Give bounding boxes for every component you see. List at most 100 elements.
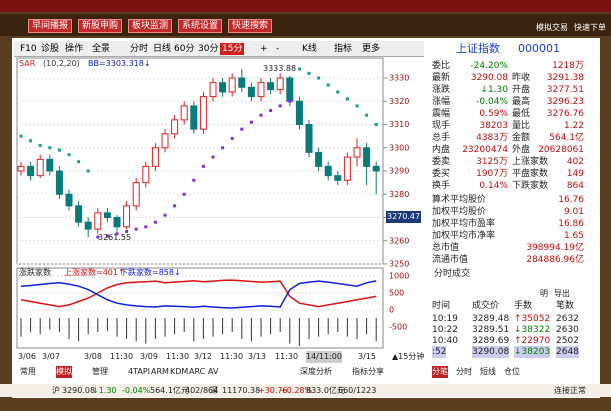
quote-label: 开盘 <box>512 85 531 95</box>
candle-body <box>161 133 169 149</box>
sar-dot <box>355 104 359 108</box>
candle-body <box>75 205 83 223</box>
menu-button[interactable]: 模拟交易 <box>536 23 568 32</box>
quote-label: 委卖 <box>432 157 451 167</box>
stat-value: 1.65 <box>563 231 584 241</box>
tab[interactable]: 短线 <box>480 367 496 376</box>
tab[interactable]: ARC <box>189 367 206 376</box>
x-tick-label: 3/06 <box>18 352 36 361</box>
toolbar-button[interactable]: 分时 <box>130 44 149 54</box>
tab[interactable]: 仓位 <box>504 367 520 376</box>
quote-label: 内盘 <box>432 145 451 155</box>
indicator-label: SAR <box>19 59 36 68</box>
sar-dot <box>96 235 100 239</box>
tab[interactable]: 4TAPI <box>128 367 151 376</box>
last-price-box: 3270.47 <box>386 211 422 223</box>
trades-action[interactable]: 明 <box>540 289 548 298</box>
quote-label: 最高 <box>512 97 531 107</box>
tab[interactable]: 模拟 <box>56 366 72 378</box>
candle-body <box>247 86 255 98</box>
toolbar-button[interactable]: 15分 <box>220 43 245 55</box>
table-cell: 3289.51 <box>472 325 510 335</box>
tab[interactable]: KDM <box>170 367 189 376</box>
y-tick-label: -500 <box>389 323 407 332</box>
tab[interactable]: 分笔 <box>432 366 448 378</box>
quote-value: 4383万 <box>476 133 508 143</box>
tab[interactable]: AV <box>208 367 219 376</box>
legend-entry: 上涨家数=401↑ <box>64 268 125 277</box>
x-tick-label: 11:30 <box>166 352 190 361</box>
tab[interactable]: 指标分享 <box>352 367 384 376</box>
x-tick-label: 3/12 <box>194 352 212 361</box>
quote-label: 昨收 <box>512 73 531 83</box>
y-tick-label: 500 <box>389 289 404 298</box>
menu-button[interactable]: 快速搜索 <box>228 19 273 33</box>
status-item: 3290.08 <box>62 386 96 395</box>
chart-toolbar <box>14 41 424 57</box>
quote-label: 涨跌 <box>432 85 451 95</box>
toolbar-button[interactable]: F10 <box>20 44 37 54</box>
menu-button[interactable]: 早间播报 <box>28 19 73 33</box>
quote-value: 3296.23 <box>546 97 584 107</box>
menu-button[interactable]: 快速下单 <box>574 23 606 32</box>
candle-body <box>132 182 140 207</box>
sar-dot <box>336 90 340 94</box>
quote-value: 1.22 <box>563 121 584 131</box>
quote-label: 现手 <box>432 121 451 131</box>
table-cell: ↓38203 <box>514 346 551 358</box>
toolbar-button[interactable]: 诊股 <box>41 44 60 54</box>
candle-body <box>295 100 303 125</box>
toolbar-button[interactable]: 日线 <box>153 44 172 54</box>
tab[interactable]: 深度分析 <box>300 367 332 376</box>
candle-body <box>257 82 265 98</box>
quote-label: 上涨家数 <box>512 157 549 167</box>
trades-action[interactable]: 导出 <box>554 289 570 298</box>
candle-body <box>363 147 371 167</box>
toolbar-button[interactable]: - <box>276 44 280 54</box>
toolbar-button[interactable]: 操作 <box>65 44 84 54</box>
null <box>0 384 611 397</box>
tab[interactable]: 分时 <box>456 367 472 376</box>
toolbar-button[interactable]: 指标 <box>334 44 353 54</box>
legend-entry: 下跌家数=858↓ <box>120 268 181 277</box>
toolbar-button[interactable]: 全景 <box>92 44 111 54</box>
stat-label: 加权平均市净率 <box>432 231 496 241</box>
menu-button[interactable]: 板块监测 <box>128 19 173 33</box>
quote-label: 最低 <box>512 109 531 119</box>
tab[interactable]: ARM <box>151 367 169 376</box>
quote-value: 0.14% <box>479 181 508 191</box>
sar-dot <box>201 164 205 168</box>
toolbar-button[interactable]: K线 <box>302 44 317 54</box>
quote-title: 上证指数 <box>456 42 500 55</box>
toolbar-button[interactable]: 60分 <box>174 44 195 54</box>
candle-body <box>142 165 150 184</box>
toolbar-button[interactable]: 30分 <box>198 44 219 54</box>
toolbar-button[interactable]: + <box>260 44 268 54</box>
sar-dot <box>317 76 321 80</box>
sar-dot <box>29 139 33 143</box>
tab[interactable]: 常用 <box>20 367 36 376</box>
tab[interactable]: 管理 <box>92 367 108 376</box>
toolbar-button[interactable]: 更多 <box>362 44 381 54</box>
table-cell: 10:22 <box>432 325 458 335</box>
quote-value: 3276.76 <box>546 109 584 119</box>
table-cell: ↓38322 <box>514 325 551 335</box>
quote-label: 下跌家数 <box>512 181 549 191</box>
quote-value: 23200474 <box>462 145 508 155</box>
candle-body <box>103 212 111 219</box>
table-cell: 3290.08 <box>472 346 510 358</box>
candle-body <box>171 119 179 135</box>
quote-value: 20628061 <box>538 145 584 155</box>
sar-dot <box>38 143 42 147</box>
sar-dot <box>57 148 61 152</box>
sar-dot <box>173 204 177 208</box>
sar-dot <box>240 127 244 131</box>
menu-button[interactable]: 新股申购 <box>78 19 123 33</box>
y-tick-label: 3290 <box>389 167 409 176</box>
quote-label: 最新 <box>432 73 451 83</box>
x-tick-label: 3/13 <box>248 352 266 361</box>
indicator-value: BB=3303.318↓ <box>88 59 151 68</box>
menu-bar <box>0 0 611 12</box>
menu-button[interactable]: 系统设置 <box>178 19 223 33</box>
